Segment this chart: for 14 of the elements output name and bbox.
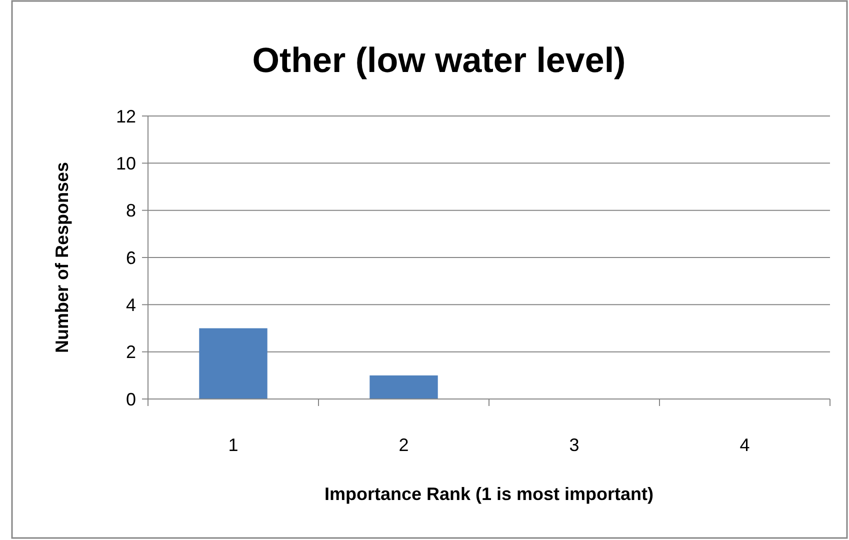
chart-title: Other (low water level) bbox=[252, 41, 626, 80]
y-tick-label: 6 bbox=[126, 248, 136, 268]
x-tick-label: 4 bbox=[740, 435, 750, 455]
y-tick-label: 12 bbox=[116, 106, 136, 126]
y-tick-label: 10 bbox=[116, 153, 136, 174]
y-axis-title: Number of Responses bbox=[52, 162, 72, 354]
y-tick-label: 4 bbox=[126, 294, 136, 315]
y-tick-label: 2 bbox=[126, 342, 136, 362]
y-tick-label: 0 bbox=[126, 389, 136, 410]
y-tick-label: 8 bbox=[126, 200, 136, 221]
x-tick-label: 1 bbox=[228, 435, 238, 455]
x-tick-label: 3 bbox=[569, 435, 580, 455]
x-tick-label: 2 bbox=[398, 435, 409, 455]
x-axis-title: Importance Rank (1 is most important) bbox=[324, 484, 654, 504]
